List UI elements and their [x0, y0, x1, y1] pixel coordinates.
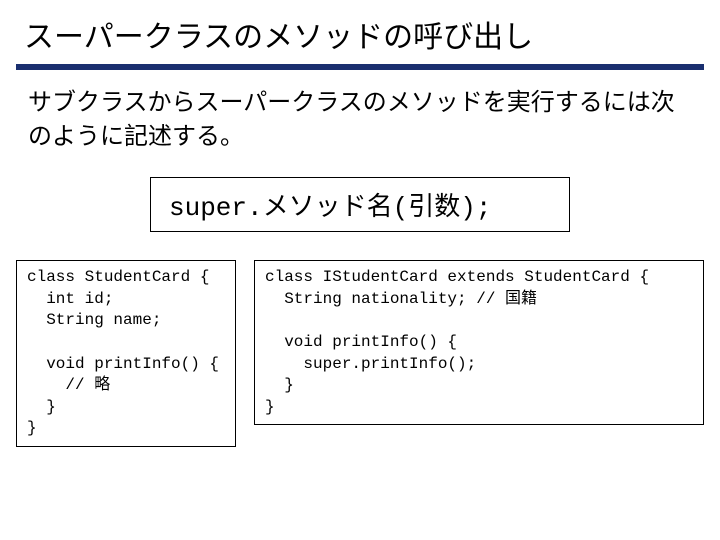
syntax-box: super.メソッド名(引数);	[150, 177, 570, 232]
code-right: class IStudentCard extends StudentCard {…	[254, 260, 704, 425]
slide-title: スーパークラスのメソッドの呼び出し	[24, 12, 696, 56]
slide-subtitle: サブクラスからスーパークラスのメソッドを実行するには次のように記述する。	[0, 70, 720, 153]
code-row: class StudentCard { int id; String name;…	[16, 260, 704, 447]
code-left: class StudentCard { int id; String name;…	[16, 260, 236, 447]
